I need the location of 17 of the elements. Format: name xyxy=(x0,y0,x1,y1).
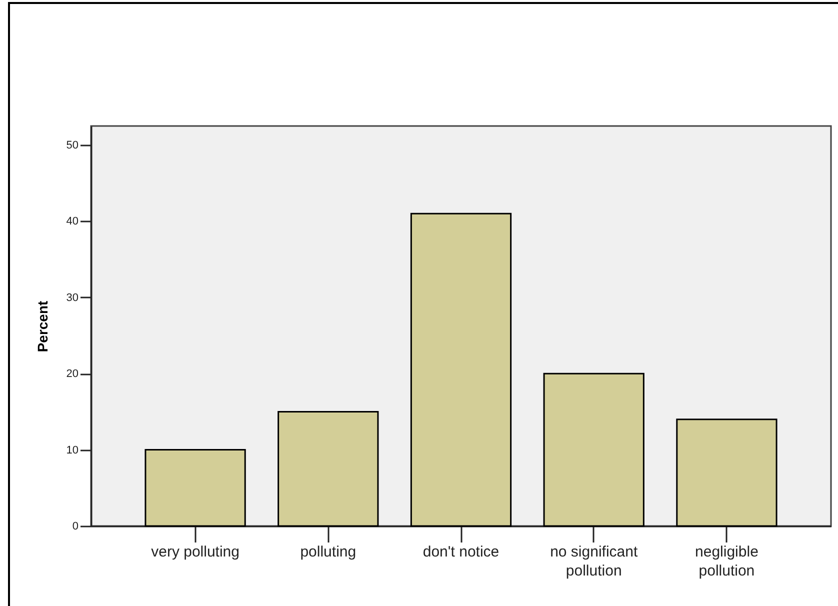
y-tick-label: 50 xyxy=(66,140,78,152)
y-tick-label: 30 xyxy=(66,292,78,304)
x-tick-label: no significant pollution xyxy=(550,544,638,580)
bar xyxy=(543,372,644,527)
y-tick-label: 10 xyxy=(66,444,78,456)
x-tick-label: very polluting xyxy=(151,544,240,560)
y-axis-title: Percent xyxy=(34,300,50,352)
bar xyxy=(144,449,246,527)
x-tick-label: negligible pollution xyxy=(695,544,758,580)
y-tick-label: 0 xyxy=(72,520,78,532)
y-tick-label: 20 xyxy=(66,368,78,380)
bar xyxy=(410,212,512,527)
x-tick-label: don't notice xyxy=(422,544,500,560)
bar xyxy=(278,410,379,527)
bar xyxy=(676,418,778,527)
y-tick-label: 40 xyxy=(66,216,78,228)
x-tick-label: polluting xyxy=(300,544,356,560)
